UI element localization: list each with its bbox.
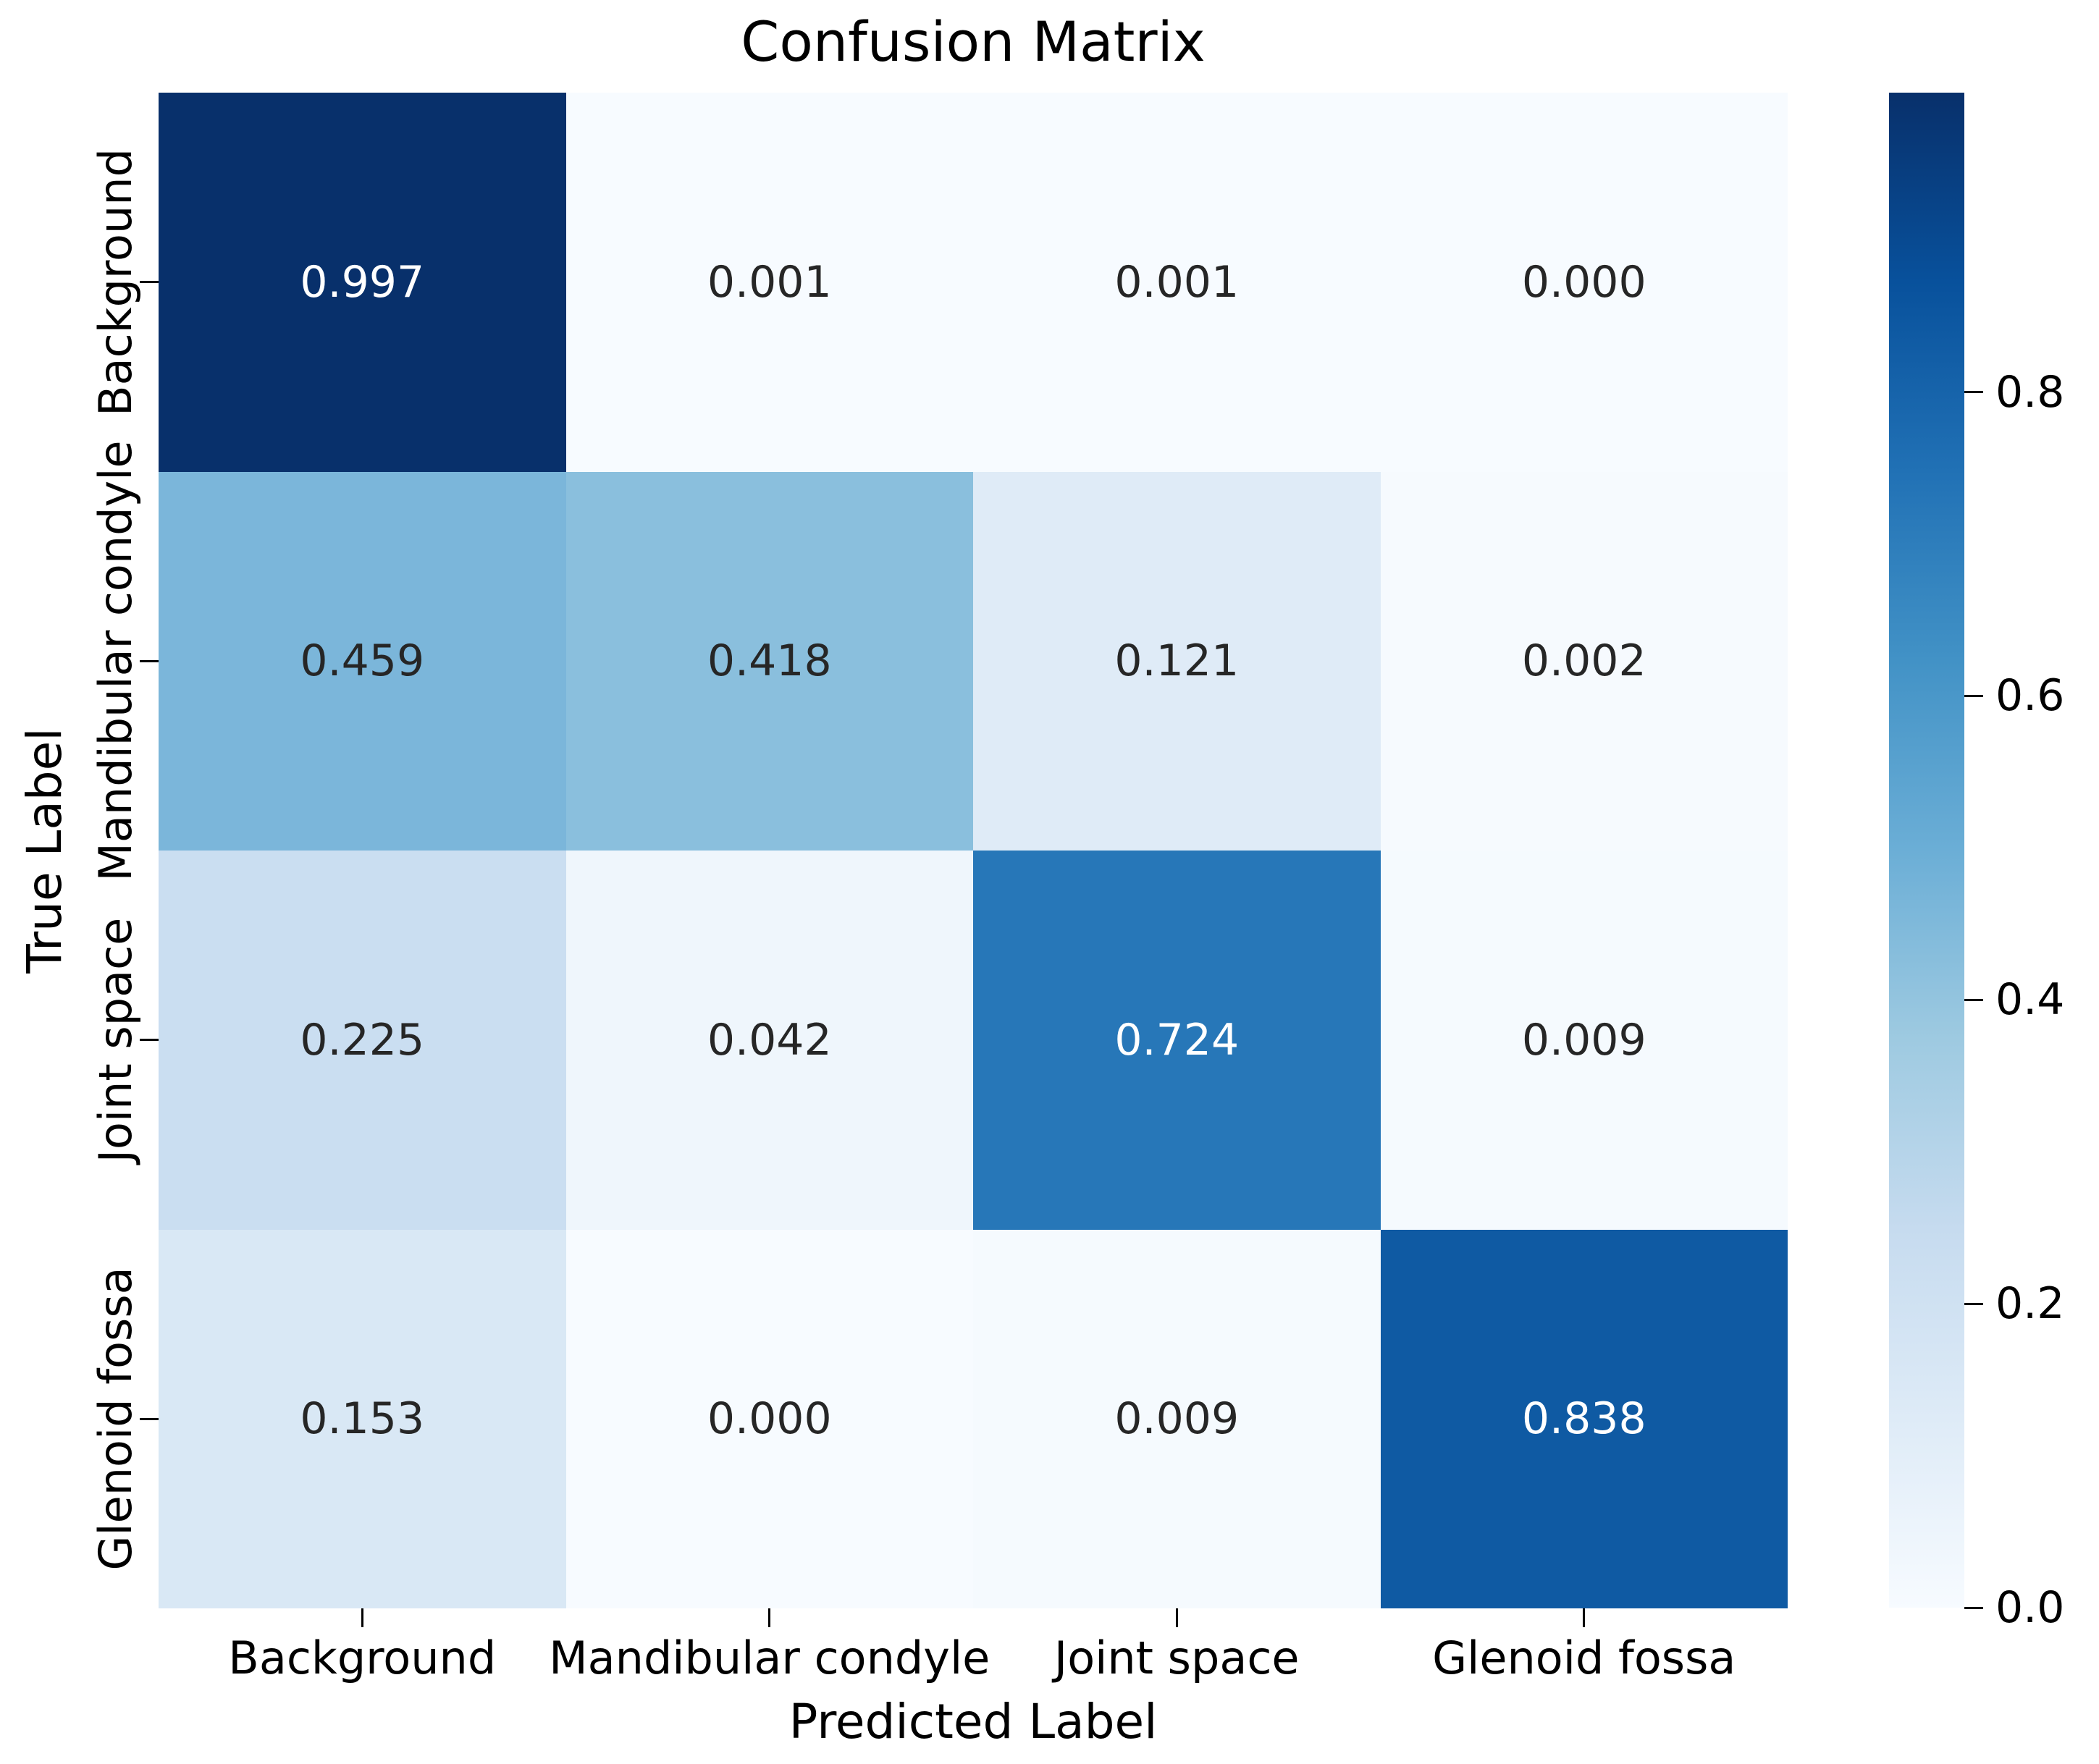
heatmap-cell: 0.002 xyxy=(1380,471,1788,851)
x-tick-label: Joint space xyxy=(1053,1632,1300,1684)
cell-value: 0.724 xyxy=(1114,1014,1240,1065)
heatmap-cell: 0.000 xyxy=(1380,93,1788,472)
x-tick-mark xyxy=(768,1608,771,1627)
x-tick-label: Background xyxy=(228,1632,497,1684)
cell-value: 0.000 xyxy=(707,1393,832,1445)
heatmap-cell: 0.000 xyxy=(565,1229,973,1608)
colorbar-tick-label: 0.2 xyxy=(1995,1278,2065,1330)
cell-value: 0.121 xyxy=(1114,636,1240,687)
colorbar-tick-mark xyxy=(1964,1606,1983,1609)
colorbar-tick-label: 0.6 xyxy=(1995,670,2065,722)
y-tick-mark xyxy=(140,1417,159,1420)
cell-value: 0.153 xyxy=(300,1393,425,1445)
colorbar-tick-label: 0.8 xyxy=(1995,366,2065,418)
y-tick-label: Mandibular condyle xyxy=(89,440,142,882)
y-tick-mark xyxy=(140,281,159,284)
y-tick-mark xyxy=(140,659,159,662)
colorbar-tick-mark xyxy=(1964,998,1983,1001)
colorbar-tick-mark xyxy=(1964,1302,1983,1305)
heatmap-cell: 0.042 xyxy=(565,851,973,1230)
cell-value: 0.838 xyxy=(1521,1393,1646,1445)
heatmap-cell: 0.724 xyxy=(973,851,1381,1230)
heatmap-cell: 0.001 xyxy=(565,93,973,472)
cell-value: 0.001 xyxy=(1114,256,1240,308)
heatmap-cell: 0.009 xyxy=(973,1229,1381,1608)
colorbar-tick-label: 0.4 xyxy=(1995,974,2065,1026)
cell-value: 0.009 xyxy=(1114,1393,1240,1445)
cell-value: 0.042 xyxy=(707,1014,832,1065)
heatmap-cell: 0.225 xyxy=(159,851,566,1230)
x-tick-label: Glenoid fossa xyxy=(1432,1632,1736,1684)
x-axis-label: Predicted Label xyxy=(788,1694,1158,1750)
y-tick-label: Glenoid fossa xyxy=(89,1267,142,1571)
cell-value: 0.225 xyxy=(300,1014,425,1065)
chart-title: Confusion Matrix xyxy=(741,9,1206,74)
cell-value: 0.009 xyxy=(1521,1014,1646,1065)
x-tick-mark xyxy=(1175,1608,1178,1627)
cell-value: 0.001 xyxy=(707,256,832,308)
y-tick-label: Joint space xyxy=(89,917,142,1163)
colorbar-tick-mark xyxy=(1964,391,1983,394)
cell-value: 0.459 xyxy=(300,636,425,687)
heatmap-cell: 0.001 xyxy=(973,93,1381,472)
x-tick-mark xyxy=(1583,1608,1586,1627)
x-tick-mark xyxy=(361,1608,363,1627)
x-tick-label: Mandibular condyle xyxy=(549,1632,990,1684)
cell-value: 0.002 xyxy=(1521,636,1646,687)
heatmap-cell: 0.459 xyxy=(159,471,566,851)
colorbar-tick-mark xyxy=(1964,694,1983,697)
y-tick-mark xyxy=(140,1039,159,1042)
heatmap-grid: 0.997 0.001 0.001 0.000 0.459 0.418 0.121 0.002… xyxy=(159,93,1788,1608)
heatmap-cell: 0.009 xyxy=(1380,851,1788,1230)
heatmap-cell: 0.418 xyxy=(565,471,973,851)
heatmap-cell: 0.121 xyxy=(973,471,1381,851)
colorbar-tick-label: 0.0 xyxy=(1995,1582,2065,1633)
cell-value: 0.000 xyxy=(1521,256,1646,308)
heatmap-cell: 0.153 xyxy=(159,1229,566,1608)
heatmap-cell: 0.838 xyxy=(1380,1229,1788,1608)
y-axis-label: True Label xyxy=(17,727,72,974)
heatmap-cell: 0.997 xyxy=(159,93,566,472)
cell-value: 0.418 xyxy=(707,636,832,687)
cell-value: 0.997 xyxy=(300,256,425,308)
y-tick-label: Background xyxy=(89,148,142,416)
colorbar xyxy=(1889,93,1964,1608)
